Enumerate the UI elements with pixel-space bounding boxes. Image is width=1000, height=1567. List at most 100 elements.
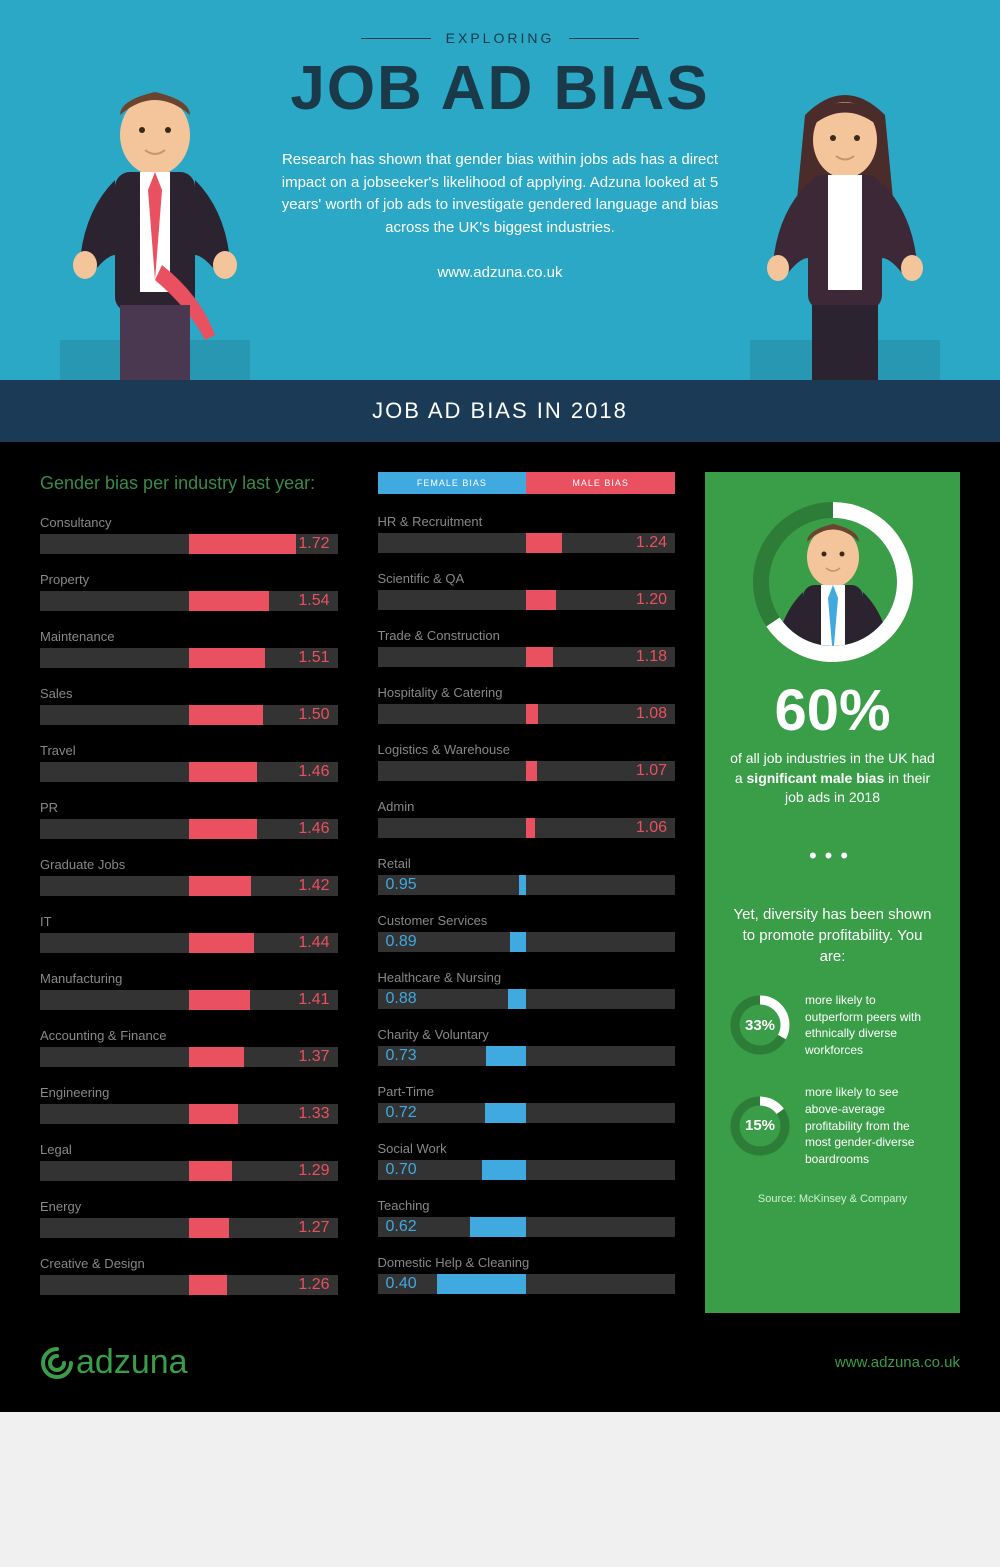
- industry-bar-row: Social Work 0.70: [378, 1141, 676, 1180]
- divider-dots: •••: [730, 843, 935, 869]
- legend-female: FEMALE BIAS: [378, 472, 527, 494]
- industry-bar-row: Maintenance 1.51: [40, 629, 338, 668]
- chart-column-right: FEMALE BIAS MALE BIAS HR & Recruitment 1.…: [378, 472, 676, 1313]
- industry-label: Healthcare & Nursing: [378, 970, 676, 985]
- bar-value: 1.26: [298, 1275, 329, 1295]
- industry-label: Logistics & Warehouse: [378, 742, 676, 757]
- industry-label: Engineering: [40, 1085, 338, 1100]
- industry-label: HR & Recruitment: [378, 514, 676, 529]
- bar-track: 1.44: [40, 933, 338, 953]
- bar-fill-female: [486, 1046, 526, 1066]
- bar-track: 1.08: [378, 704, 676, 724]
- bar-value: 0.88: [386, 989, 417, 1009]
- industry-label: Part-Time: [378, 1084, 676, 1099]
- bar-track: 0.70: [378, 1160, 676, 1180]
- bar-value: 1.07: [636, 761, 667, 781]
- bar-track: 1.24: [378, 533, 676, 553]
- bar-fill-male: [526, 704, 538, 724]
- bar-value: 0.73: [386, 1046, 417, 1066]
- logo-swirl-icon: [40, 1346, 74, 1380]
- bar-track: 1.06: [378, 818, 676, 838]
- industry-label: Creative & Design: [40, 1256, 338, 1271]
- industry-bar-row: Property1.54: [40, 572, 338, 611]
- bar-track: 1.54: [40, 591, 338, 611]
- bar-value: 1.50: [298, 705, 329, 725]
- bar-value: 0.40: [386, 1274, 417, 1294]
- bar-fill-female: [510, 932, 526, 952]
- industry-label: Sales: [40, 686, 338, 701]
- bar-track: 1.51: [40, 648, 338, 668]
- header-eyebrow: EXPLORING: [446, 30, 555, 46]
- stat-ring: 15%: [730, 1096, 790, 1156]
- adzuna-logo: adzuna: [40, 1343, 188, 1382]
- bar-value: 1.33: [298, 1104, 329, 1124]
- stat-ring: 33%: [730, 995, 790, 1055]
- industry-label: IT: [40, 914, 338, 929]
- bar-fill-male: [189, 1275, 228, 1295]
- bar-value: 0.62: [386, 1217, 417, 1237]
- industry-bar-row: Teaching0.62: [378, 1198, 676, 1237]
- bar-track: 1.46: [40, 762, 338, 782]
- industry-label: Maintenance: [40, 629, 338, 644]
- bar-value: 1.44: [298, 933, 329, 953]
- industry-label: Trade & Construction: [378, 628, 676, 643]
- bar-value: 1.29: [298, 1161, 329, 1181]
- footer: adzuna www.adzuna.co.uk: [0, 1333, 1000, 1412]
- bar-track: 0.88: [378, 989, 676, 1009]
- industry-label: Domestic Help & Cleaning: [378, 1255, 676, 1270]
- bar-fill-female: [485, 1103, 527, 1123]
- industry-bar-row: Manufacturing1.41: [40, 971, 338, 1010]
- stat-percent: 15%: [730, 1096, 790, 1156]
- industry-bar-row: Part-Time 0.72: [378, 1084, 676, 1123]
- industry-bar-row: Consultancy1.72: [40, 515, 338, 554]
- bar-value: 0.89: [386, 932, 417, 952]
- industry-label: PR: [40, 800, 338, 815]
- stat-percent: 33%: [730, 995, 790, 1055]
- bar-track: 1.18: [378, 647, 676, 667]
- industry-label: Travel: [40, 743, 338, 758]
- bar-fill-male: [526, 818, 535, 838]
- bar-track: 1.46: [40, 819, 338, 839]
- bar-value: 1.20: [636, 590, 667, 610]
- bar-fill-male: [526, 761, 536, 781]
- industry-bar-row: Legal1.29: [40, 1142, 338, 1181]
- stat-row: 33%more likely to outperform peers with …: [730, 992, 935, 1059]
- bar-value: 1.37: [298, 1047, 329, 1067]
- industry-label: Hospitality & Catering: [378, 685, 676, 700]
- bar-value: 1.08: [636, 704, 667, 724]
- bar-value: 0.95: [386, 875, 417, 895]
- industry-label: Social Work: [378, 1141, 676, 1156]
- stat-text: more likely to see above-average profita…: [805, 1084, 935, 1168]
- chart-legend: FEMALE BIAS MALE BIAS: [378, 472, 676, 494]
- bar-track: 1.42: [40, 876, 338, 896]
- bar-track: 0.72: [378, 1103, 676, 1123]
- bar-track: 1.29: [40, 1161, 338, 1181]
- bar-value: 1.42: [298, 876, 329, 896]
- industry-bar-row: Retail0.95: [378, 856, 676, 895]
- industry-bar-row: Accounting & Finance1.37: [40, 1028, 338, 1067]
- bar-fill-male: [189, 1218, 229, 1238]
- header: EXPLORING JOB AD BIAS Research has shown…: [0, 0, 1000, 380]
- bar-value: 1.06: [636, 818, 667, 838]
- bar-track: 1.07: [378, 761, 676, 781]
- bar-track: 1.20: [378, 590, 676, 610]
- footer-url: www.adzuna.co.uk: [835, 1354, 960, 1371]
- industry-bar-row: Trade & Construction 1.18: [378, 628, 676, 667]
- big-percent-description: of all job industries in the UK had a si…: [730, 749, 935, 808]
- industry-bar-row: Scientific & QA1.20: [378, 571, 676, 610]
- bar-value: 1.46: [298, 819, 329, 839]
- bar-value: 1.24: [636, 533, 667, 553]
- big-desc-bold: significant male bias: [747, 770, 885, 786]
- bar-fill-male: [189, 1047, 244, 1067]
- woman-illustration-icon: [750, 80, 940, 380]
- bar-fill-male: [526, 647, 553, 667]
- industry-label: Charity & Voluntary: [378, 1027, 676, 1042]
- industry-bar-row: Travel 1.46: [40, 743, 338, 782]
- bar-value: 1.41: [298, 990, 329, 1010]
- industry-bar-row: Hospitality & Catering 1.08: [378, 685, 676, 724]
- bar-track: 1.72: [40, 534, 338, 554]
- bar-track: 1.33: [40, 1104, 338, 1124]
- legend-male: MALE BIAS: [526, 472, 675, 494]
- bar-fill-female: [482, 1160, 527, 1180]
- bar-track: 1.50: [40, 705, 338, 725]
